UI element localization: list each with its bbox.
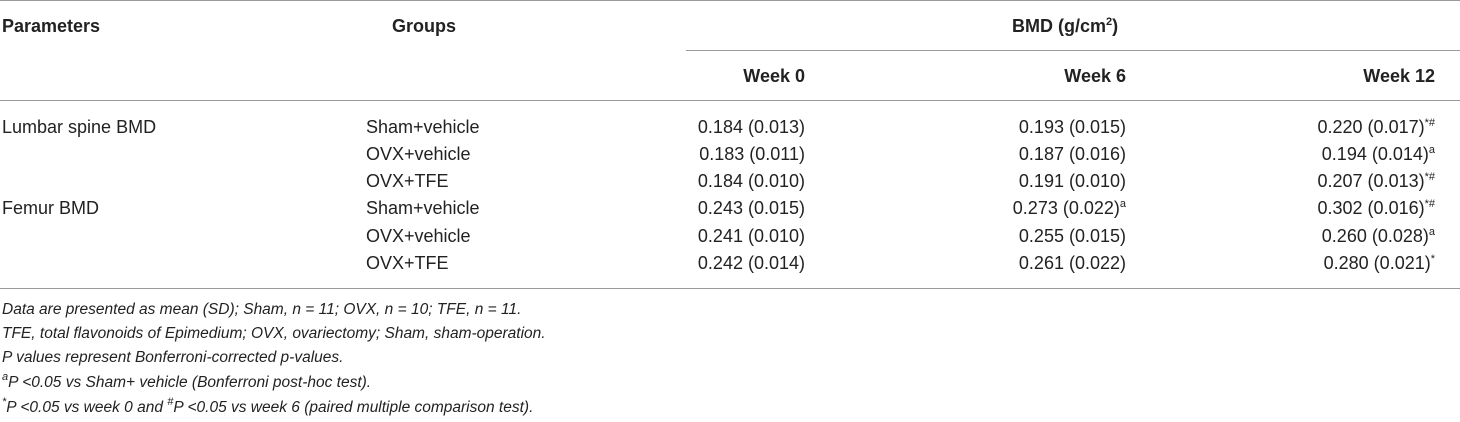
header-week12: Week 12 bbox=[1363, 66, 1435, 86]
row-week6: 0.273 (0.022)a bbox=[926, 197, 1126, 219]
row-week12: 0.194 (0.014)a bbox=[1235, 143, 1435, 165]
row-week0: 0.184 (0.013) bbox=[605, 116, 805, 138]
row-group: OVX+vehicle bbox=[366, 144, 471, 164]
cell-value: 0.191 (0.010) bbox=[1018, 171, 1126, 191]
cell-value: 0.302 (0.016) bbox=[1317, 198, 1425, 218]
row-week12: 0.260 (0.028)a bbox=[1235, 225, 1435, 247]
row-week6: 0.193 (0.015) bbox=[926, 116, 1126, 138]
row-week0: 0.242 (0.014) bbox=[605, 252, 805, 274]
footnote-week0-text: P <0.05 vs week 0 and bbox=[6, 399, 168, 416]
row-week6: 0.255 (0.015) bbox=[926, 225, 1126, 247]
cell-sup: a bbox=[1428, 226, 1435, 238]
header-bottom-rule bbox=[0, 100, 1460, 101]
cell-value: 0.194 (0.014) bbox=[1321, 144, 1429, 164]
row-group: OVX+TFE bbox=[366, 171, 449, 191]
header-parameters: Parameters bbox=[2, 16, 101, 36]
row-week0: 0.183 (0.011) bbox=[605, 143, 805, 165]
row-group: Sham+vehicle bbox=[366, 198, 480, 218]
footnote-sham-text: P <0.05 vs Sham+ vehicle (Bonferroni pos… bbox=[8, 374, 372, 391]
cell-sup: a bbox=[1119, 198, 1126, 210]
cell-value: 0.242 (0.014) bbox=[697, 253, 805, 273]
row-group: OVX+vehicle bbox=[366, 226, 471, 246]
row-week0: 0.184 (0.010) bbox=[605, 170, 805, 192]
row-week12: 0.207 (0.013)*# bbox=[1235, 170, 1435, 192]
cell-value: 0.184 (0.013) bbox=[697, 117, 805, 137]
cell-sup: *# bbox=[1424, 171, 1435, 183]
cell-sup: a bbox=[1428, 144, 1435, 156]
header-week0: Week 0 bbox=[743, 66, 805, 86]
cell-value: 0.220 (0.017) bbox=[1317, 117, 1425, 137]
footnote-sup-star: * bbox=[2, 396, 7, 408]
header-week6: Week 6 bbox=[1064, 66, 1126, 86]
cell-value: 0.187 (0.016) bbox=[1018, 144, 1126, 164]
cell-value: 0.273 (0.022) bbox=[1012, 198, 1120, 218]
cell-value: 0.255 (0.015) bbox=[1018, 226, 1126, 246]
footnote-sham-comparison: aP <0.05 vs Sham+ vehicle (Bonferroni po… bbox=[2, 371, 372, 393]
header-bmd: BMD (g/cm2) bbox=[1012, 15, 1118, 37]
cell-value: 0.193 (0.015) bbox=[1018, 117, 1126, 137]
header-bmd-sup: 2 bbox=[1106, 16, 1113, 28]
header-bmd-label: BMD (g/cm bbox=[1012, 16, 1106, 36]
footnote-p-values: P values represent Bonferroni-corrected … bbox=[2, 349, 344, 366]
cell-value: 0.261 (0.022) bbox=[1018, 253, 1126, 273]
row-parameter: Femur BMD bbox=[2, 198, 100, 218]
bmd-span-rule bbox=[686, 50, 1460, 51]
header-bmd-close: ) bbox=[1112, 16, 1119, 36]
row-week6: 0.187 (0.016) bbox=[926, 143, 1126, 165]
cell-value: 0.280 (0.021) bbox=[1323, 253, 1431, 273]
row-group: OVX+TFE bbox=[366, 253, 449, 273]
cell-sup: *# bbox=[1424, 117, 1435, 129]
footnote-week-comparison: *P <0.05 vs week 0 and #P <0.05 vs week … bbox=[2, 396, 534, 418]
row-week6: 0.191 (0.010) bbox=[926, 170, 1126, 192]
table-top-rule bbox=[0, 0, 1460, 1]
cell-sup: *# bbox=[1424, 198, 1435, 210]
footnote-abbreviations: TFE, total flavonoids of Epimedium; OVX,… bbox=[2, 325, 546, 342]
row-group: Sham+vehicle bbox=[366, 117, 480, 137]
row-week0: 0.243 (0.015) bbox=[605, 197, 805, 219]
row-week0: 0.241 (0.010) bbox=[605, 225, 805, 247]
header-groups: Groups bbox=[392, 16, 457, 36]
footnote-week6-text: P <0.05 vs week 6 (paired multiple compa… bbox=[173, 399, 534, 416]
table-bottom-rule bbox=[0, 288, 1460, 289]
footnote-sup-hash: # bbox=[167, 396, 174, 408]
cell-value: 0.207 (0.013) bbox=[1317, 171, 1425, 191]
footnote-sup-a: a bbox=[2, 371, 9, 383]
row-week6: 0.261 (0.022) bbox=[926, 252, 1126, 274]
row-week12: 0.302 (0.016)*# bbox=[1235, 197, 1435, 219]
row-parameter: Lumbar spine BMD bbox=[2, 117, 157, 137]
cell-value: 0.184 (0.010) bbox=[697, 171, 805, 191]
footnote-data-presented: Data are presented as mean (SD); Sham, n… bbox=[2, 301, 522, 318]
cell-value: 0.241 (0.010) bbox=[697, 226, 805, 246]
cell-value: 0.260 (0.028) bbox=[1321, 226, 1429, 246]
row-week12: 0.280 (0.021)* bbox=[1235, 252, 1435, 274]
cell-sup: * bbox=[1430, 253, 1435, 265]
cell-value: 0.243 (0.015) bbox=[697, 198, 805, 218]
row-week12: 0.220 (0.017)*# bbox=[1235, 116, 1435, 138]
cell-value: 0.183 (0.011) bbox=[699, 144, 805, 164]
